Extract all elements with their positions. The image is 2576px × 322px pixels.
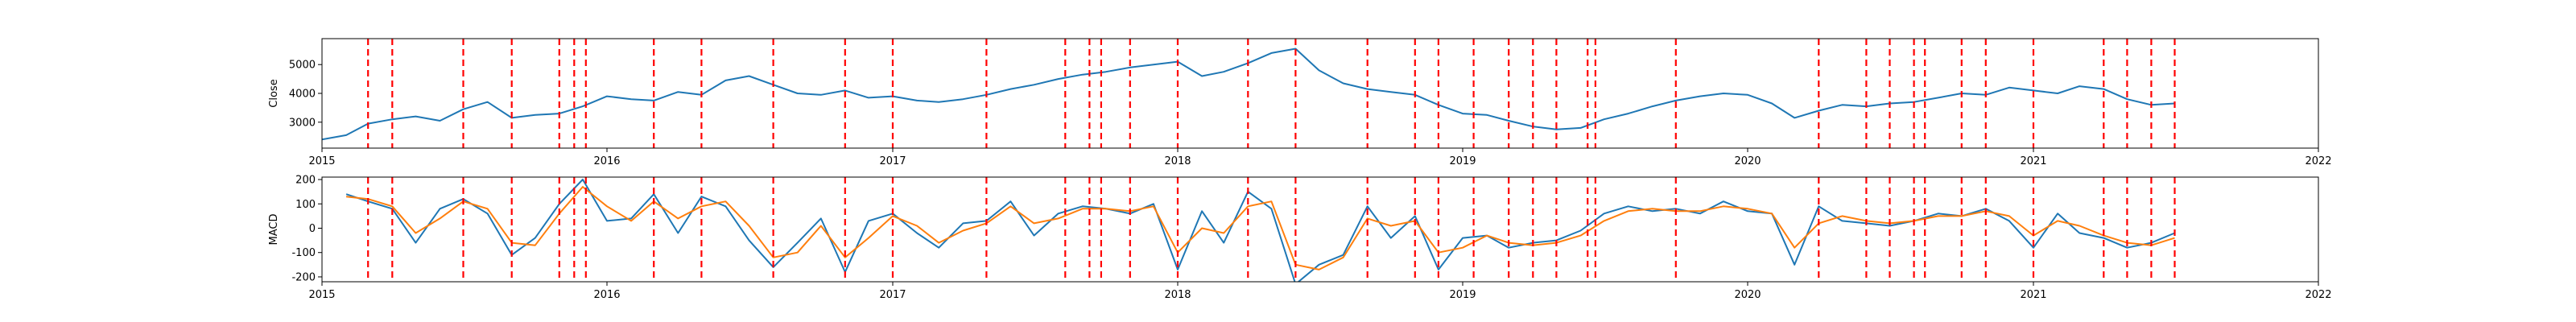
macd-x-tick-label: 2017 [879, 289, 906, 301]
close-y-tick-label: 5000 [289, 60, 316, 72]
macd-x-tick-label: 2016 [593, 289, 620, 301]
close-y-tick-label: 3000 [289, 117, 316, 129]
close-x-tick-label: 2019 [1449, 155, 1476, 167]
macd-plot-area [345, 177, 2176, 282]
macd-y-axis-label: MACD [268, 214, 280, 246]
macd-y-tick-label: 0 [309, 223, 316, 235]
close-x-tick-label: 2015 [308, 155, 335, 167]
macd-x-tick-label: 2022 [2305, 289, 2331, 301]
macd-y-tick-label: 200 [295, 175, 316, 187]
macd-panel: 2015 2016 2017 2018 2019 2020 2021 2022 -200 -100… [268, 175, 2332, 301]
macd-y-tick-label: -100 [291, 247, 316, 259]
macd-x-tick-label: 2015 [308, 289, 335, 301]
macd-y-tick-label: 100 [295, 199, 316, 211]
macd-series-line-1 [345, 186, 2175, 270]
close-x-tick-label: 2017 [879, 155, 906, 167]
close-x-tick-label: 2016 [593, 155, 620, 167]
close-x-tick-label: 2022 [2305, 155, 2331, 167]
close-axes-frame [321, 38, 2319, 149]
macd-axes-frame [321, 176, 2319, 283]
close-x-tick-label: 2018 [1164, 155, 1191, 167]
close-y-axis-label: Close [268, 79, 280, 107]
macd-x-tick-label: 2021 [2020, 289, 2046, 301]
macd-x-tick-label: 2018 [1164, 289, 1191, 301]
close-x-tick-label: 2020 [1734, 155, 1761, 167]
close-price-panel: 2015 2016 2017 2018 2019 2020 2021 2022 3000 4000… [268, 38, 2332, 167]
macd-y-tick-label: -200 [291, 271, 316, 283]
close-plot-area [322, 39, 2176, 148]
close-x-tick-label: 2021 [2020, 155, 2046, 167]
macd-x-tick-label: 2020 [1734, 289, 1761, 301]
macd-series-line-0 [345, 179, 2175, 282]
macd-x-tick-label: 2019 [1449, 289, 1476, 301]
close-y-tick-label: 4000 [289, 89, 316, 101]
